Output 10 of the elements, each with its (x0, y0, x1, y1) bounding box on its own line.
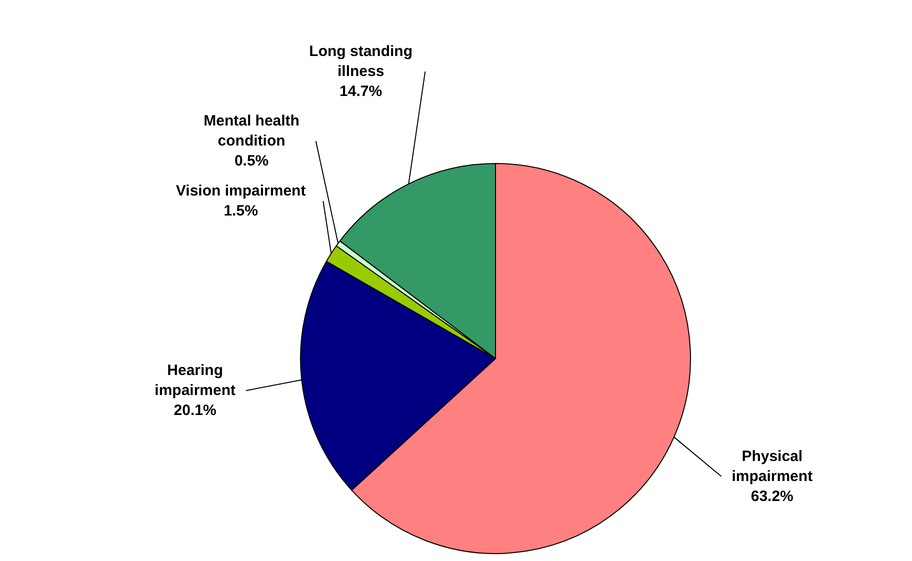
data-label: 0.5% (234, 152, 269, 170)
data-label: 1.5% (224, 202, 258, 220)
slice-label: Hearing impairment (154, 362, 236, 400)
slice-label: Physical impairment (732, 448, 813, 485)
slice-label: Long standing illness (309, 42, 412, 80)
data-label: 14.7% (340, 82, 382, 100)
data-label: 63.2% (750, 488, 794, 505)
slice-label: Vision impairment (176, 182, 306, 200)
slice-label: Mental health condition (204, 112, 300, 150)
data-label: 20.1% (174, 402, 216, 420)
